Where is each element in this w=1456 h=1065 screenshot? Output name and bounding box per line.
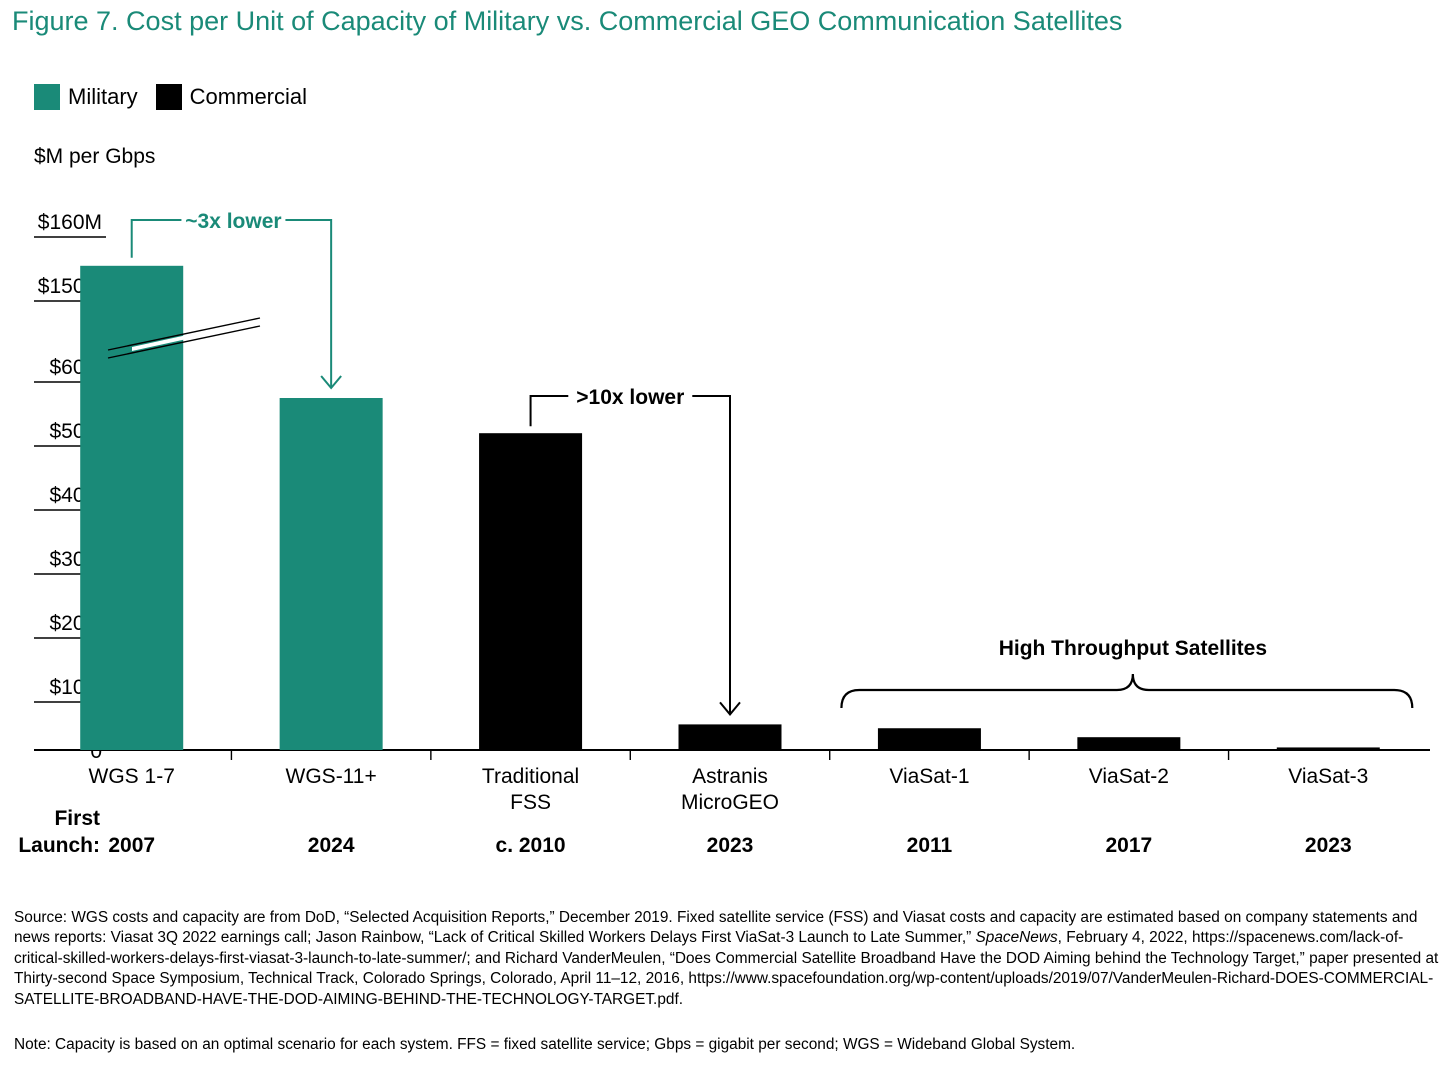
bar	[279, 398, 383, 750]
annotation-bracket	[130, 219, 182, 258]
annotation-bracket	[529, 395, 569, 427]
launch-year-label: c. 2010	[496, 834, 566, 857]
bar	[678, 724, 782, 750]
launch-year-label: 2023	[707, 834, 754, 857]
bar	[877, 728, 981, 750]
annotation-arrow-line	[692, 395, 731, 715]
brace	[840, 673, 1414, 709]
launch-year-label: 2007	[108, 834, 155, 857]
x-category-label: WGS-11+	[286, 765, 377, 788]
bar	[1077, 737, 1181, 750]
legend-item-military: Military	[34, 84, 138, 110]
annotation-arrow-line	[285, 219, 333, 388]
x-category-label: Traditional	[482, 765, 579, 788]
x-category-label: FSS	[510, 791, 551, 814]
annotation-label: ~3x lower	[185, 210, 281, 233]
x-category-label: ViaSat-1	[889, 765, 969, 788]
y-axis-label: $M per Gbps	[34, 145, 156, 168]
first-launch-label: Launch:	[18, 834, 100, 857]
axis-break-gap	[132, 319, 260, 351]
source-text-continued: , February 4, 2022, https://spacenews.co…	[14, 929, 1439, 1008]
y-tick-label: $160M	[38, 211, 102, 234]
source-note: Source: WGS costs and capacity are from …	[14, 908, 1439, 1010]
capacity-note: Note: Capacity is based on an optimal sc…	[14, 1036, 1076, 1053]
arrow-head	[320, 375, 342, 390]
first-launch-label: First	[54, 807, 100, 830]
launch-year-label: 2017	[1105, 834, 1152, 857]
launch-year-label: 2023	[1305, 834, 1352, 857]
brace-label: High Throughput Satellites	[999, 637, 1267, 660]
x-category-label: Astranis	[692, 765, 768, 788]
legend-item-commercial: Commercial	[155, 84, 308, 110]
annotation-label: >10x lower	[576, 386, 684, 409]
axis-break-mark	[107, 325, 261, 359]
y-tick-label: 0	[90, 740, 102, 763]
bar	[479, 433, 583, 750]
launch-year-label: 2024	[308, 834, 355, 857]
source-text: Source: WGS costs and capacity are from …	[14, 909, 1418, 947]
legend-label-military: Military	[68, 84, 138, 109]
x-category-label: MicroGEO	[681, 791, 779, 814]
x-category-label: ViaSat-3	[1288, 765, 1368, 788]
launch-year-label: 2011	[907, 834, 953, 857]
legend: Military Commercial	[34, 84, 325, 110]
x-category-label: ViaSat-2	[1089, 765, 1169, 788]
axis-break-mark	[107, 317, 261, 351]
source-publication: SpaceNews	[975, 929, 1058, 947]
bar	[80, 265, 184, 750]
arrow-head	[719, 701, 741, 716]
legend-swatch-military	[34, 84, 60, 110]
legend-label-commercial: Commercial	[189, 84, 308, 109]
bar	[1276, 747, 1380, 750]
chart-title: Figure 7. Cost per Unit of Capacity of M…	[12, 6, 1123, 36]
legend-swatch-commercial	[155, 84, 182, 110]
x-category-label: WGS 1-7	[89, 765, 175, 788]
